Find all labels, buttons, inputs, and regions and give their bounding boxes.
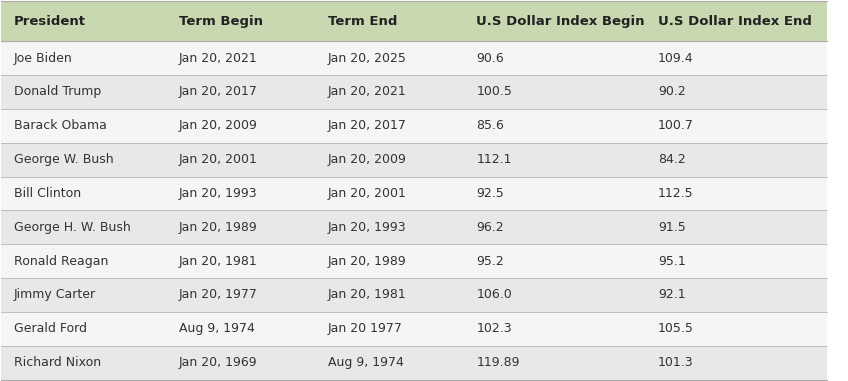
Text: Gerald Ford: Gerald Ford bbox=[14, 322, 86, 335]
Text: Joe Biden: Joe Biden bbox=[14, 51, 73, 64]
FancyBboxPatch shape bbox=[2, 346, 828, 379]
Text: 91.5: 91.5 bbox=[658, 221, 686, 234]
Text: U.S Dollar Index End: U.S Dollar Index End bbox=[658, 15, 812, 28]
Text: Jan 20, 2009: Jan 20, 2009 bbox=[327, 153, 406, 166]
FancyBboxPatch shape bbox=[2, 142, 828, 176]
Text: Jan 20, 1977: Jan 20, 1977 bbox=[179, 288, 258, 301]
Text: Barack Obama: Barack Obama bbox=[14, 119, 107, 132]
FancyBboxPatch shape bbox=[2, 176, 828, 210]
FancyBboxPatch shape bbox=[2, 244, 828, 278]
Text: 90.2: 90.2 bbox=[658, 85, 686, 98]
Text: Aug 9, 1974: Aug 9, 1974 bbox=[327, 356, 404, 369]
Text: Term Begin: Term Begin bbox=[179, 15, 263, 28]
FancyBboxPatch shape bbox=[2, 75, 828, 109]
Text: Richard Nixon: Richard Nixon bbox=[14, 356, 101, 369]
Text: Donald Trump: Donald Trump bbox=[14, 85, 101, 98]
Text: George H. W. Bush: George H. W. Bush bbox=[14, 221, 131, 234]
FancyBboxPatch shape bbox=[2, 312, 828, 346]
Text: Jan 20, 1981: Jan 20, 1981 bbox=[179, 255, 258, 267]
Text: Jan 20, 1981: Jan 20, 1981 bbox=[327, 288, 406, 301]
FancyBboxPatch shape bbox=[2, 210, 828, 244]
Text: 102.3: 102.3 bbox=[477, 322, 512, 335]
Text: 119.89: 119.89 bbox=[477, 356, 520, 369]
Text: 101.3: 101.3 bbox=[658, 356, 694, 369]
FancyBboxPatch shape bbox=[2, 278, 828, 312]
Text: Ronald Reagan: Ronald Reagan bbox=[14, 255, 109, 267]
Text: 84.2: 84.2 bbox=[658, 153, 686, 166]
Text: Jan 20, 1993: Jan 20, 1993 bbox=[179, 187, 258, 200]
Text: 100.7: 100.7 bbox=[658, 119, 694, 132]
Text: 92.1: 92.1 bbox=[658, 288, 686, 301]
Text: 109.4: 109.4 bbox=[658, 51, 694, 64]
Text: 100.5: 100.5 bbox=[477, 85, 512, 98]
Text: Jan 20, 2001: Jan 20, 2001 bbox=[179, 153, 258, 166]
Text: Bill Clinton: Bill Clinton bbox=[14, 187, 81, 200]
Text: 95.2: 95.2 bbox=[477, 255, 504, 267]
Text: 96.2: 96.2 bbox=[477, 221, 504, 234]
FancyBboxPatch shape bbox=[2, 2, 828, 41]
Text: 112.1: 112.1 bbox=[477, 153, 512, 166]
Text: President: President bbox=[14, 15, 86, 28]
Text: 85.6: 85.6 bbox=[477, 119, 505, 132]
Text: 90.6: 90.6 bbox=[477, 51, 504, 64]
Text: Jimmy Carter: Jimmy Carter bbox=[14, 288, 96, 301]
Text: U.S Dollar Index Begin: U.S Dollar Index Begin bbox=[477, 15, 644, 28]
Text: Aug 9, 1974: Aug 9, 1974 bbox=[179, 322, 255, 335]
Text: Jan 20, 1989: Jan 20, 1989 bbox=[327, 255, 406, 267]
Text: Jan 20, 1989: Jan 20, 1989 bbox=[179, 221, 258, 234]
Text: 92.5: 92.5 bbox=[477, 187, 504, 200]
Text: Jan 20, 2017: Jan 20, 2017 bbox=[327, 119, 406, 132]
Text: Jan 20, 2001: Jan 20, 2001 bbox=[327, 187, 406, 200]
Text: 105.5: 105.5 bbox=[658, 322, 694, 335]
Text: George W. Bush: George W. Bush bbox=[14, 153, 114, 166]
Text: Jan 20 1977: Jan 20 1977 bbox=[327, 322, 403, 335]
FancyBboxPatch shape bbox=[2, 109, 828, 142]
Text: Jan 20, 2021: Jan 20, 2021 bbox=[179, 51, 258, 64]
Text: Jan 20, 2025: Jan 20, 2025 bbox=[327, 51, 406, 64]
Text: Jan 20, 2009: Jan 20, 2009 bbox=[179, 119, 258, 132]
Text: 112.5: 112.5 bbox=[658, 187, 694, 200]
Text: Jan 20, 2017: Jan 20, 2017 bbox=[179, 85, 258, 98]
Text: Jan 20, 2021: Jan 20, 2021 bbox=[327, 85, 406, 98]
Text: 106.0: 106.0 bbox=[477, 288, 512, 301]
Text: 95.1: 95.1 bbox=[658, 255, 686, 267]
Text: Jan 20, 1969: Jan 20, 1969 bbox=[179, 356, 258, 369]
Text: Jan 20, 1993: Jan 20, 1993 bbox=[327, 221, 406, 234]
Text: Term End: Term End bbox=[327, 15, 397, 28]
FancyBboxPatch shape bbox=[2, 41, 828, 75]
